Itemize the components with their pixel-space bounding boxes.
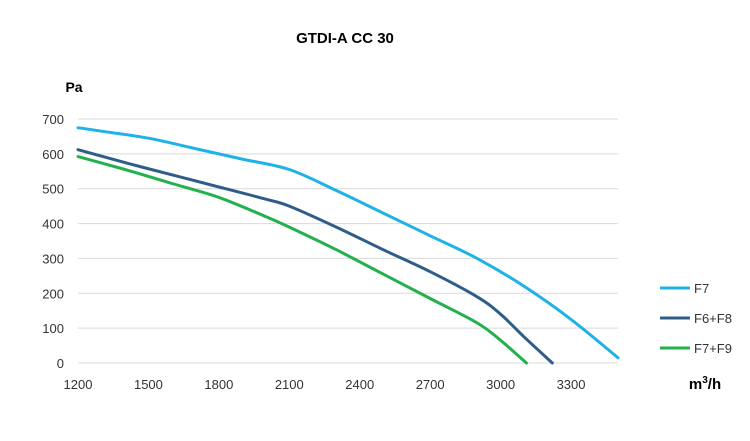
grid-lines [78,118,618,364]
x-tick-label: 2700 [416,377,445,392]
y-tick-label: 700 [42,112,64,127]
y-tick-label: 500 [42,182,64,197]
x-axis-label-sup: 3 [702,375,708,386]
x-axis-label-tail: /h [708,376,721,393]
y-tick-label: 300 [42,251,64,266]
legend-label: F7+F9 [694,341,732,356]
x-tick-label: 1500 [134,377,163,392]
chart-title: GTDI-A CC 30 [296,30,394,47]
x-tick-label: 2100 [275,377,304,392]
x-tick-label: 3300 [557,377,586,392]
series-line-f7 [76,126,620,360]
legend-label: F6+F8 [694,311,732,326]
y-axis-label: Pa [65,79,82,95]
x-tick-label: 1200 [64,377,93,392]
x-tick-label: 2400 [345,377,374,392]
legend: F7 F6+F8 F7+F9 [660,281,732,356]
y-tick-label: 0 [57,356,64,371]
y-tick-label: 200 [42,286,64,301]
x-tick-labels: 1200 1500 1800 2100 2400 2700 3000 3300 [64,377,586,392]
x-axis-label: m3/h [689,375,721,393]
y-tick-labels: 0 100 200 300 400 500 600 700 [42,112,64,371]
series-lines [76,126,620,365]
x-axis-label-base: m [689,376,702,393]
y-tick-label: 400 [42,217,64,232]
legend-label: F7 [694,281,709,296]
series-line-f7-f9 [76,155,528,365]
series-line-f6-f8 [76,148,554,365]
y-tick-label: 600 [42,147,64,162]
x-tick-label: 1800 [204,377,233,392]
y-tick-label: 100 [42,321,64,336]
x-tick-label: 3000 [486,377,515,392]
